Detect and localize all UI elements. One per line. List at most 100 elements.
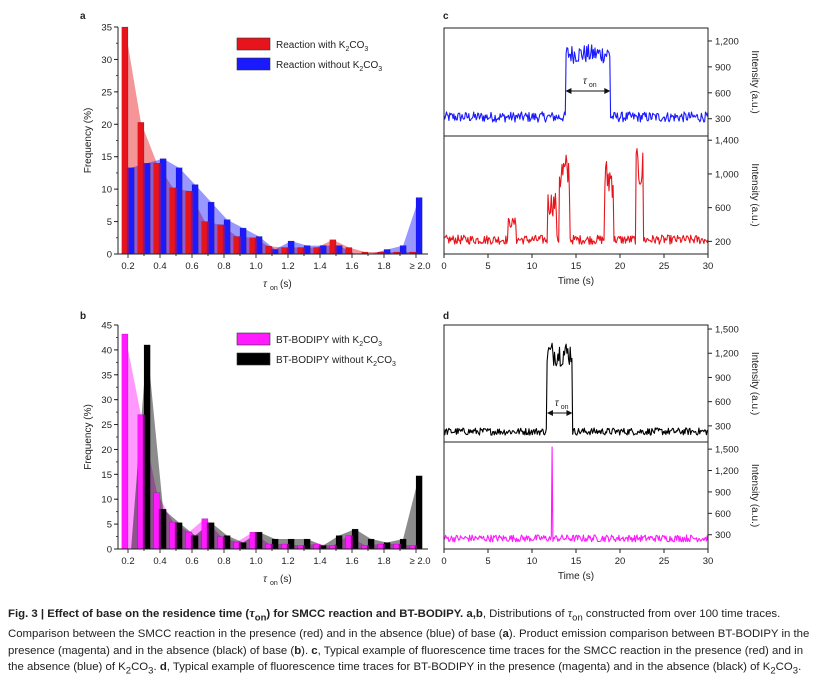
figure-caption: Fig. 3 | Effect of base on the residence…	[8, 606, 810, 677]
trace-line-d-1	[443, 446, 709, 543]
trace-y-tick-label-d: 1,200	[715, 349, 739, 360]
bar-overlap-a-16	[382, 252, 386, 254]
trace-x-tick-label-d: 5	[485, 556, 490, 567]
bar-overlap-b-3	[174, 522, 178, 549]
trace-x-tick-label-c: 30	[703, 261, 714, 272]
tau-on-label-sub-c: on	[589, 82, 597, 89]
y-tick-label-a: 15	[101, 152, 112, 163]
x-tick-label-b: 0.2	[121, 556, 134, 567]
x-tick-label-a: 1.8	[377, 261, 390, 272]
x-axis-label-unit-a: (s)	[280, 279, 292, 290]
caption-c-label: c	[311, 644, 318, 657]
panel-label-c: c	[443, 11, 449, 22]
caption-title: Effect of base on the residence time (τo…	[47, 606, 464, 624]
y-tick-label-a: 10	[101, 185, 112, 196]
tau-on-arrowhead-left-c	[565, 88, 572, 94]
trace-y-tick-label-c: 300	[715, 114, 731, 125]
y-tick-label-b: 40	[101, 345, 112, 356]
bar-b-s1-18	[415, 475, 423, 550]
bar-overlap-a-1	[142, 163, 146, 254]
tau-on-label-c: τ	[583, 76, 588, 87]
trace-x-tick-label-d: 30	[703, 556, 714, 567]
trace-x-tick-label-c: 25	[659, 261, 670, 272]
envelope-b-1	[131, 344, 420, 549]
x-axis-label-sub-a: on	[270, 285, 278, 292]
bar-overlap-b-1	[142, 414, 146, 549]
y-tick-label-b: 15	[101, 470, 112, 481]
bar-overlap-a-6	[222, 224, 226, 254]
trace-y-tick-label-d: 600	[715, 509, 731, 520]
trace-x-axis-label-c: Time (s)	[558, 276, 594, 287]
bar-overlap-a-7	[238, 236, 242, 254]
legend-swatch-a-0	[236, 37, 271, 51]
tau-on-arrowhead-left-d	[546, 410, 553, 416]
trace-x-tick-label-d: 0	[441, 556, 446, 567]
trace-y-tick-label-c: 1,000	[715, 169, 739, 180]
x-tick-label-a: 0.8	[217, 261, 230, 272]
tau-on-arrowhead-right-d	[566, 410, 573, 416]
y-tick-label-b: 0	[107, 545, 112, 556]
envelope-a-0	[124, 27, 413, 254]
trace-y-axis-label-d-1: Intensity (a.u.)	[749, 464, 760, 527]
tau-on-arrowhead-right-c	[604, 88, 611, 94]
tau-on-label-sub-d: on	[561, 404, 569, 411]
histogram-panel-a: 0 5 10 15 20 25 30 35 0.2 0.4 0.6 0.8 1.0 1.2 1.4 1.6 1.…	[83, 23, 431, 293]
trace-line-c-0	[443, 44, 709, 123]
trace-y-tick-label-d: 1,200	[715, 466, 739, 477]
trace-x-axis-label-d: Time (s)	[558, 571, 594, 582]
bar-overlap-a-3	[174, 187, 178, 254]
trace-x-tick-label-c: 15	[571, 261, 582, 272]
bar-overlap-b-4	[190, 535, 194, 549]
bar-overlap-a-10	[286, 247, 290, 254]
y-tick-label-b: 35	[101, 370, 112, 381]
bar-overlap-b-8	[254, 532, 258, 549]
trace-y-tick-label-c: 1,400	[715, 136, 739, 147]
histogram-panel-b: 0 5 10 15 20 25 30 35 40 45 0.2 0.4 0.6 0.8 1.0 1.2 1.4 1…	[83, 321, 431, 588]
trace-x-tick-label-c: 0	[441, 261, 446, 272]
trace-y-tick-label-d: 300	[715, 530, 731, 541]
bar-overlap-b-7	[238, 542, 242, 549]
trace-y-tick-label-c: 600	[715, 203, 731, 214]
bar-overlap-b-14	[350, 535, 354, 549]
y-tick-label-b: 20	[101, 445, 112, 456]
trace-x-tick-label-c: 5	[485, 261, 490, 272]
legend-label-b-1: BT-BODIPY without K2CO3	[276, 355, 396, 368]
legend-label-a-0: Reaction with K2CO3	[276, 40, 368, 53]
x-tick-label-b: 1.8	[377, 556, 390, 567]
caption-ab-label: a,b	[466, 608, 483, 620]
x-tick-label-a: 1.6	[345, 261, 358, 272]
legend-swatch-b-0	[236, 332, 271, 346]
trace-frame-d	[443, 324, 709, 550]
bar-overlap-a-0	[126, 167, 130, 254]
bar-overlap-b-16	[382, 544, 386, 549]
x-tick-label-a: 1.2	[281, 261, 294, 272]
y-tick-label-a: 30	[101, 55, 112, 66]
panel-label-b: b	[80, 311, 86, 322]
trace-x-tick-label-c: 10	[527, 261, 538, 272]
trace-y-tick-label-d: 600	[715, 397, 731, 408]
bar-overlap-a-9	[270, 249, 274, 254]
bar-overlap-b-9	[270, 544, 274, 549]
x-tick-label-b: 1.2	[281, 556, 294, 567]
y-axis-label-b: Frequency (%)	[83, 404, 94, 470]
x-tick-label-a: 0.2	[121, 261, 134, 272]
x-axis-label-unit-b: (s)	[280, 574, 292, 585]
trace-y-tick-label-d: 1,500	[715, 445, 739, 456]
bar-overlap-a-11	[302, 247, 306, 254]
y-axis-label-a: Frequency (%)	[83, 108, 94, 174]
bar-a-s1-18	[415, 197, 423, 255]
trace-y-tick-label-d: 300	[715, 421, 731, 432]
trace-y-tick-label-c: 1,200	[715, 36, 739, 47]
bar-overlap-b-2	[158, 509, 162, 549]
bar-overlap-b-15	[366, 545, 370, 549]
trace-y-tick-label-c: 600	[715, 88, 731, 99]
bar-overlap-a-5	[206, 221, 210, 254]
x-tick-label-a: 1.0	[249, 261, 262, 272]
trace-x-tick-label-d: 25	[659, 556, 670, 567]
y-tick-label-b: 30	[101, 395, 112, 406]
y-tick-label-b: 10	[101, 495, 112, 506]
legend-swatch-a-1	[236, 57, 271, 71]
x-tick-label-a: ≥ 2.0	[409, 261, 430, 272]
